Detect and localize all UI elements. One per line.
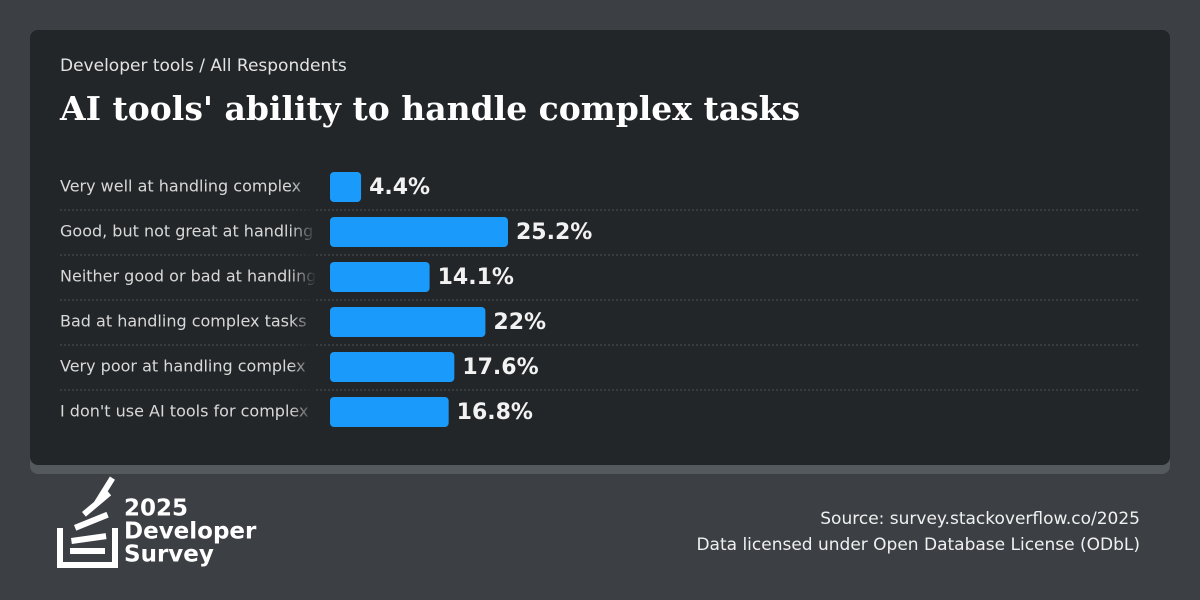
category-label: Neither good or bad at handling [60,267,316,286]
bar [330,352,455,382]
logo-year: 2025 [124,496,188,522]
value-label: 16.8% [457,400,533,425]
category-label: Good, but not great at handling [60,222,313,241]
logo-tray [57,528,118,568]
labels: Very well at handling complex Good, but n… [60,177,316,421]
chart-title: AI tools' ability to handle complex task… [59,89,800,128]
source: Source: survey.stackoverflow.co/2025 [820,509,1140,529]
category-label: I don't use AI tools for complex [60,402,308,421]
logo [57,476,118,568]
value-label: 17.6% [462,355,538,380]
bar [330,172,362,202]
category-label: Bad at handling complex tasks [60,312,307,331]
logo-bar [70,533,107,544]
logo-bar [70,548,105,554]
value-label: 14.1% [438,265,514,290]
logo-text: Developer [124,519,257,545]
value-label: 22% [493,310,546,335]
value-label: 25.2% [516,220,592,245]
license: Data licensed under Open Database Licens… [696,535,1140,555]
value-label: 4.4% [369,175,430,200]
label-fade [290,150,316,440]
bar [330,307,486,337]
logo-bar [74,511,109,531]
rows: 4.4% 25.2%14.1% 22% 17.6% 16.8% [60,172,1140,427]
logo-bar [93,476,115,506]
bar [330,217,508,247]
subtitle: Developer tools / All Respondents [60,56,347,76]
logo-text: Survey [124,542,214,568]
bar [330,262,430,292]
category-label: Very well at handling complex [60,177,301,196]
bar [330,397,449,427]
category-label: Very poor at handling complex [60,357,306,376]
